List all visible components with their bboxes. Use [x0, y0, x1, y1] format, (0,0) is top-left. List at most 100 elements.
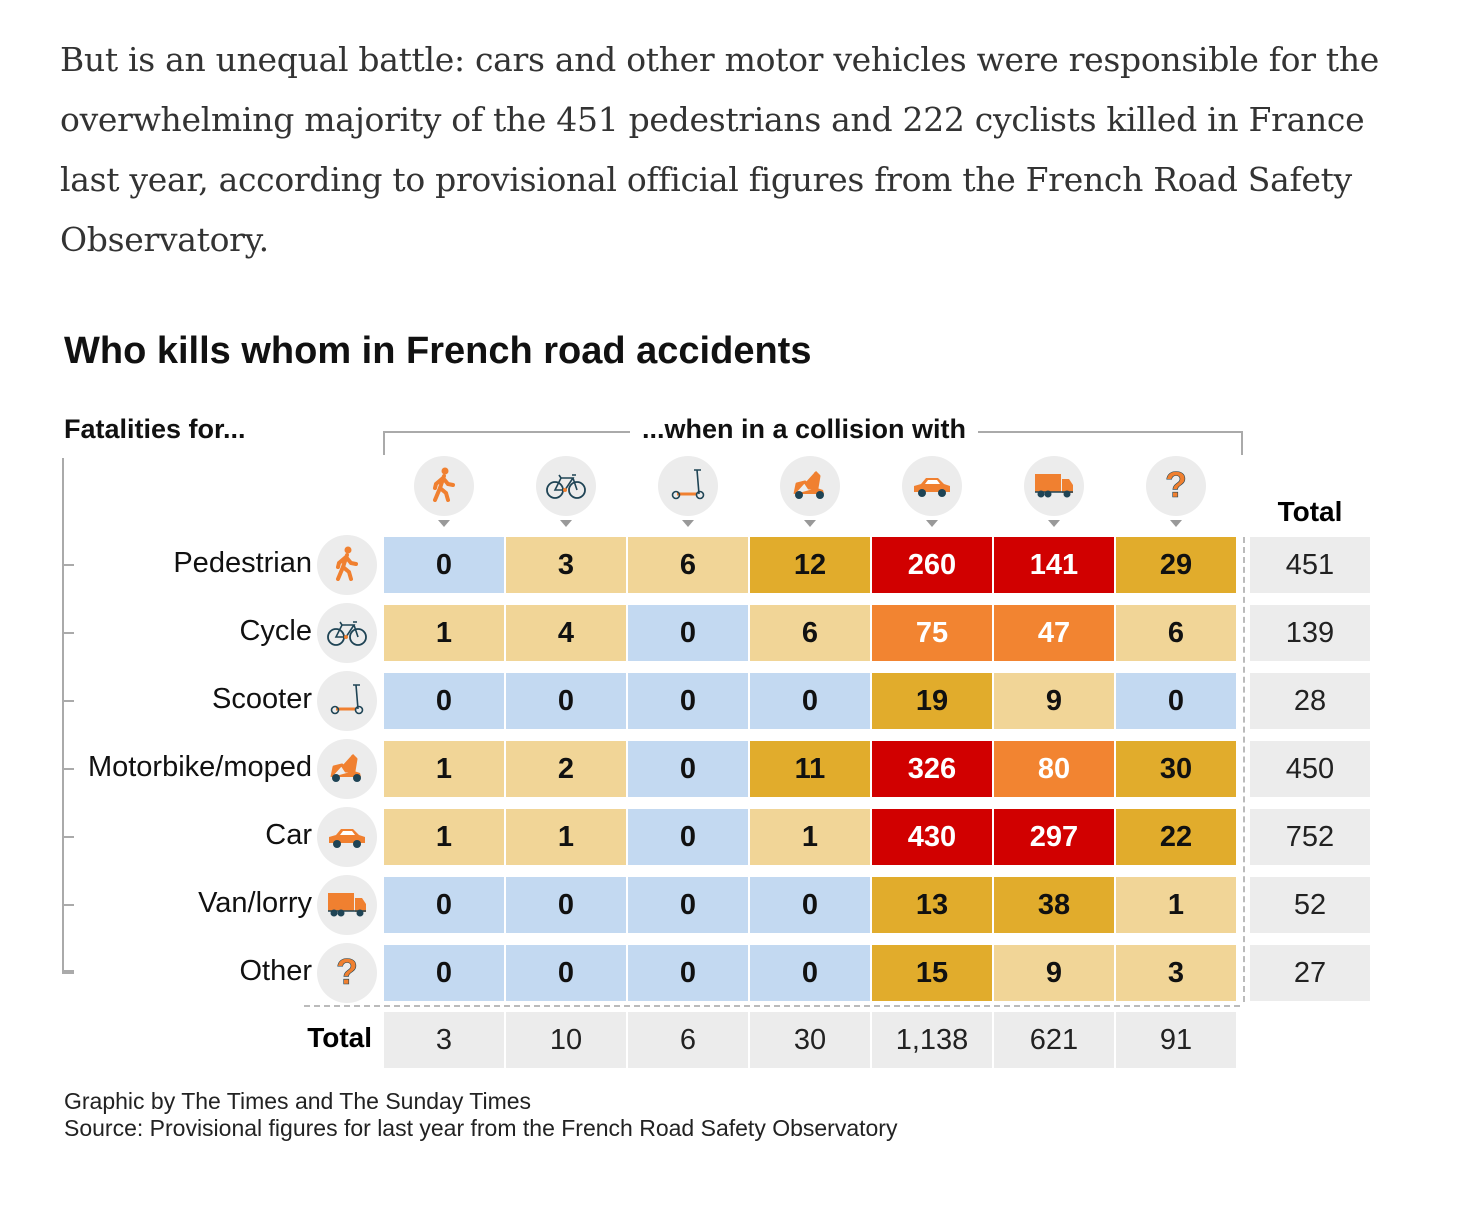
row-icon-other: ?	[317, 943, 377, 1003]
row-header: Fatalities for...	[64, 414, 246, 444]
column-pointer	[438, 520, 450, 527]
row-total: 752	[1250, 809, 1370, 865]
heatmap-cell: 38	[994, 877, 1114, 933]
car-icon	[325, 817, 369, 858]
heatmap-cell: 11	[750, 741, 870, 797]
column-icon-other: ?	[1146, 456, 1206, 516]
heatmap-cell: 0	[506, 877, 626, 933]
total-row-header: Total	[307, 1022, 372, 1053]
row-icon-scooter	[317, 671, 377, 731]
heatmap-cell: 6	[628, 537, 748, 593]
column-pointer	[1048, 520, 1060, 527]
axis-tick	[62, 768, 74, 770]
scooter-icon	[325, 681, 369, 722]
heatmap-cell: 0	[628, 945, 748, 1001]
row-icon-car	[317, 807, 377, 867]
cycle-icon	[325, 613, 369, 654]
svg-text:?: ?	[1165, 466, 1187, 502]
van-icon	[1032, 466, 1076, 507]
heatmap-cell: 0	[628, 673, 748, 729]
heatmap-cell: 13	[872, 877, 992, 933]
heatmap-cell: 326	[872, 741, 992, 797]
heatmap-cell: 15	[872, 945, 992, 1001]
heatmap-cell: 260	[872, 537, 992, 593]
row-icon-pedestrian	[317, 535, 377, 595]
column-pointer	[804, 520, 816, 527]
column-icon-motorbike	[780, 456, 840, 516]
row-label: Cycle	[239, 615, 312, 647]
total-column-header: Total	[1277, 496, 1343, 527]
heatmap-cell: 430	[872, 809, 992, 865]
row-total: 450	[1250, 741, 1370, 797]
heatmap-cell: 6	[750, 605, 870, 661]
column-icon-van	[1024, 456, 1084, 516]
heatmap-cell: 0	[1116, 673, 1236, 729]
axis-tick	[62, 836, 74, 838]
cycle-icon	[544, 466, 588, 507]
row-label: Other	[239, 955, 312, 987]
heatmap-cell: 9	[994, 945, 1114, 1001]
svg-text:?: ?	[336, 953, 358, 989]
heatmap-cell: 3	[1116, 945, 1236, 1001]
car-icon	[910, 466, 954, 507]
heatmap-cell: 0	[384, 537, 504, 593]
van-icon	[325, 885, 369, 926]
other-icon: ?	[1154, 463, 1198, 507]
column-total: 3	[384, 1012, 504, 1068]
row-label: Scooter	[212, 683, 312, 715]
heatmap-cell: 141	[994, 537, 1114, 593]
heatmap-cell: 1	[1116, 877, 1236, 933]
column-pointer	[926, 520, 938, 527]
credit-graphic: Graphic by The Times and The Sunday Time…	[64, 1088, 532, 1114]
heatmap-cell: 0	[628, 877, 748, 933]
heatmap-cell: 1	[384, 809, 504, 865]
axis-tick	[62, 904, 74, 906]
heatmap-cell: 75	[872, 605, 992, 661]
column-icon-pedestrian	[414, 456, 474, 516]
heatmap-cell: 9	[994, 673, 1114, 729]
heatmap-cell: 0	[628, 605, 748, 661]
heatmap-cell: 30	[1116, 741, 1236, 797]
column-total: 621	[994, 1012, 1114, 1068]
heatmap-cell: 0	[628, 809, 748, 865]
heatmap-cell: 1	[384, 605, 504, 661]
row-label: Pedestrian	[173, 547, 312, 579]
heatmap-cell: 0	[628, 741, 748, 797]
column-pointer	[1170, 520, 1182, 527]
scooter-icon	[666, 466, 710, 507]
column-pointer	[682, 520, 694, 527]
heatmap-cell: 12	[750, 537, 870, 593]
pedestrian-icon	[325, 545, 369, 586]
heatmap-cell: 47	[994, 605, 1114, 661]
row-total: 52	[1250, 877, 1370, 933]
column-icon-cycle	[536, 456, 596, 516]
heatmap-cell: 0	[384, 877, 504, 933]
column-total: 6	[628, 1012, 748, 1068]
chart-title: Who kills whom in French road accidents	[64, 330, 812, 372]
credit-source: Source: Provisional figures for last yea…	[64, 1115, 898, 1141]
axis-tick	[62, 700, 74, 702]
row-total: 451	[1250, 537, 1370, 593]
intro-paragraph: But is an unequal battle: cars and other…	[60, 40, 1380, 259]
column-icon-car	[902, 456, 962, 516]
total-divider-horizontal	[304, 1005, 1240, 1007]
heatmap-cell: 1	[506, 809, 626, 865]
heatmap-cell: 0	[506, 673, 626, 729]
pedestrian-icon	[422, 466, 466, 507]
heatmap-cell: 19	[872, 673, 992, 729]
heatmap-cell: 6	[1116, 605, 1236, 661]
row-icon-motorbike	[317, 739, 377, 799]
heatmap-cell: 4	[506, 605, 626, 661]
row-icon-cycle	[317, 603, 377, 663]
heatmap-cell: 0	[750, 877, 870, 933]
heatmap-cell: 29	[1116, 537, 1236, 593]
column-total: 1,138	[872, 1012, 992, 1068]
axis-tick	[62, 972, 74, 974]
column-header: ...when in a collision with	[630, 414, 979, 445]
heatmap-cell: 22	[1116, 809, 1236, 865]
row-total: 139	[1250, 605, 1370, 661]
row-total: 27	[1250, 945, 1370, 1001]
heatmap-cell: 0	[384, 673, 504, 729]
column-total: 10	[506, 1012, 626, 1068]
row-axis	[62, 458, 74, 972]
